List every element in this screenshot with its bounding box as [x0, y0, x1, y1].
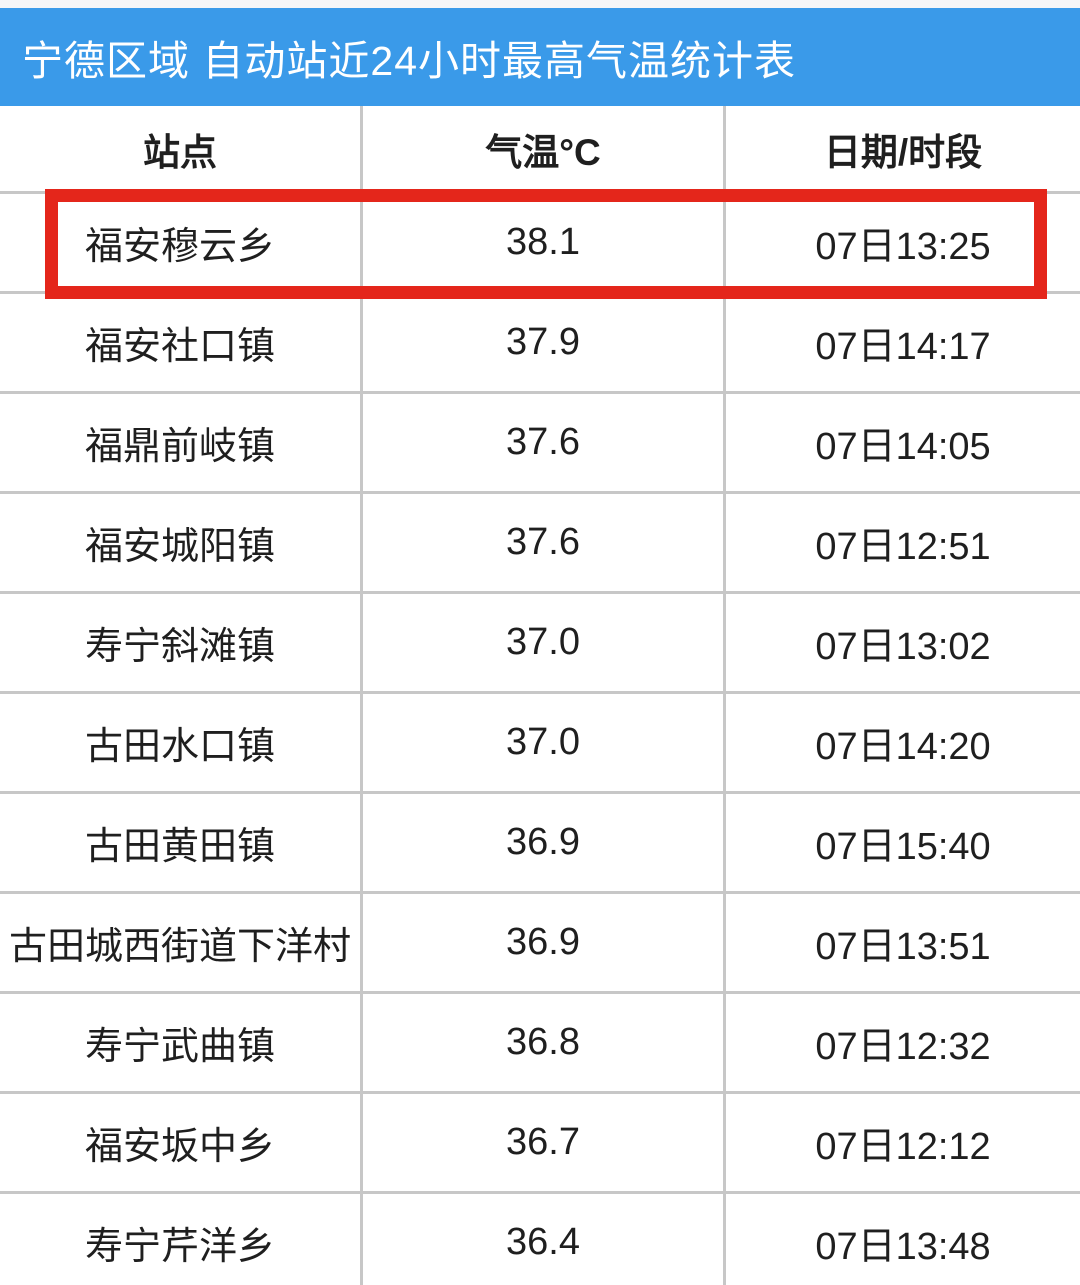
column-header-station: 站点	[0, 106, 363, 194]
station-name: 古田城西街道下洋村	[0, 894, 363, 994]
table-row: 福安坂中乡 36.7 07日12:12	[0, 1094, 1080, 1194]
datetime-value: 07日13:48	[726, 1194, 1080, 1285]
station-name: 福安城阳镇	[0, 494, 363, 594]
datetime-value: 07日15:40	[726, 794, 1080, 894]
station-name: 寿宁芹洋乡	[0, 1194, 363, 1285]
datetime-value: 07日13:51	[726, 894, 1080, 994]
datetime-value: 07日13:02	[726, 594, 1080, 694]
station-name: 古田水口镇	[0, 694, 363, 794]
datetime-value: 07日13:25	[726, 194, 1080, 294]
datetime-value: 07日12:12	[726, 1094, 1080, 1194]
table-row: 福安城阳镇 37.6 07日12:51	[0, 494, 1080, 594]
table-row: 寿宁芹洋乡 36.4 07日13:48	[0, 1194, 1080, 1285]
table-row: 寿宁武曲镇 36.8 07日12:32	[0, 994, 1080, 1094]
datetime-value: 07日12:32	[726, 994, 1080, 1094]
table-row: 福鼎前岐镇 37.6 07日14:05	[0, 394, 1080, 494]
temperature-value: 37.9	[363, 294, 726, 394]
temperature-value: 37.0	[363, 694, 726, 794]
temperature-value: 37.0	[363, 594, 726, 694]
table-row: 古田水口镇 37.0 07日14:20	[0, 694, 1080, 794]
table-row: 古田黄田镇 36.9 07日15:40	[0, 794, 1080, 894]
column-header-temperature: 气温°C	[363, 106, 726, 194]
table-row: 福安穆云乡 38.1 07日13:25	[0, 194, 1080, 294]
table-row: 福安社口镇 37.9 07日14:17	[0, 294, 1080, 394]
station-name: 古田黄田镇	[0, 794, 363, 894]
temperature-value: 37.6	[363, 494, 726, 594]
station-name: 福安坂中乡	[0, 1094, 363, 1194]
temperature-value: 38.1	[363, 194, 726, 294]
temperature-value: 36.4	[363, 1194, 726, 1285]
temperature-value: 36.8	[363, 994, 726, 1094]
station-name: 寿宁武曲镇	[0, 994, 363, 1094]
datetime-value: 07日14:17	[726, 294, 1080, 394]
table-header-row: 站点 气温°C 日期/时段	[0, 106, 1080, 194]
station-name: 福安社口镇	[0, 294, 363, 394]
table-body: 福安穆云乡 38.1 07日13:25 福安社口镇 37.9 07日14:17 …	[0, 194, 1080, 1285]
top-strip	[0, 0, 1080, 8]
station-name: 福鼎前岐镇	[0, 394, 363, 494]
temperature-value: 36.7	[363, 1094, 726, 1194]
temperature-table: 站点 气温°C 日期/时段 福安穆云乡 38.1 07日13:25 福安社口镇 …	[0, 106, 1080, 1285]
temperature-value: 36.9	[363, 894, 726, 994]
table-row: 古田城西街道下洋村 36.9 07日13:51	[0, 894, 1080, 994]
station-name: 寿宁斜滩镇	[0, 594, 363, 694]
datetime-value: 07日14:20	[726, 694, 1080, 794]
table-title-bar: 宁德区域 自动站近24小时最高气温统计表	[0, 8, 1080, 106]
table-row: 寿宁斜滩镇 37.0 07日13:02	[0, 594, 1080, 694]
station-name: 福安穆云乡	[0, 194, 363, 294]
temperature-value: 37.6	[363, 394, 726, 494]
datetime-value: 07日12:51	[726, 494, 1080, 594]
temperature-value: 36.9	[363, 794, 726, 894]
table-title: 宁德区域 自动站近24小时最高气温统计表	[22, 38, 796, 84]
datetime-value: 07日14:05	[726, 394, 1080, 494]
column-header-datetime: 日期/时段	[726, 106, 1080, 194]
